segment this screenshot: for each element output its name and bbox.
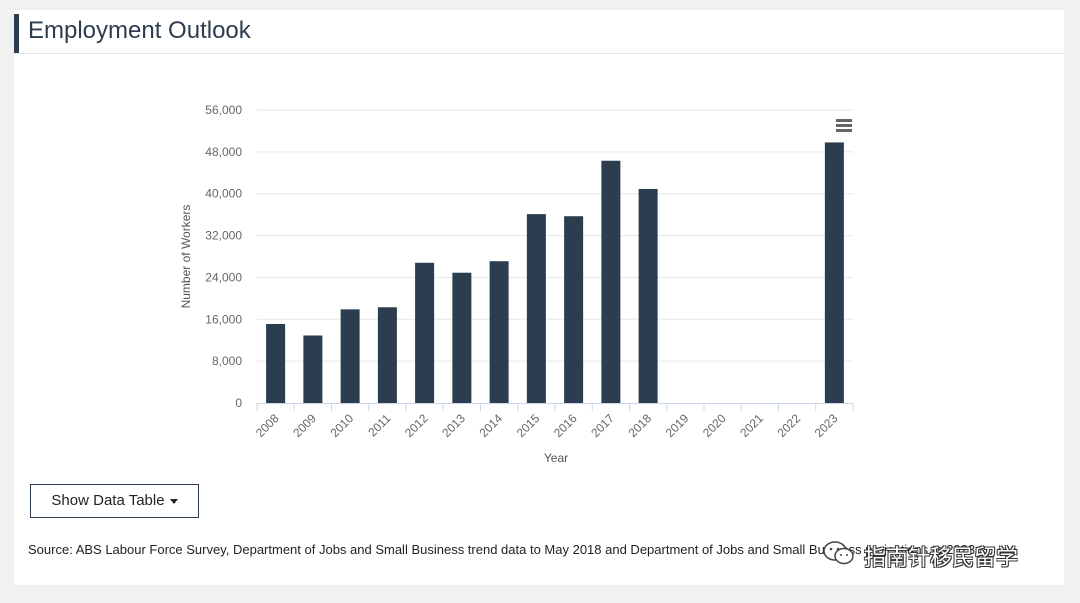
- x-tick-label: 2016: [551, 411, 580, 440]
- bar: [601, 160, 621, 403]
- show-data-table-button[interactable]: Show Data Table: [30, 484, 199, 518]
- bar: [489, 261, 509, 403]
- bar: [452, 272, 472, 403]
- y-tick-label: 0: [235, 396, 242, 410]
- bar: [824, 142, 844, 404]
- x-tick-label: 2021: [737, 411, 766, 440]
- x-tick-label: 2010: [327, 411, 356, 440]
- caret-down-icon: [169, 498, 178, 504]
- x-tick-label: 2020: [700, 411, 729, 440]
- bar-chart: 0 8,000 16,000 24,000 32,000 40,000 48,000 56,0…: [179, 103, 854, 465]
- page-title: Employment Outlook: [28, 17, 251, 44]
- header-accent-bar: [14, 14, 19, 53]
- y-tick-label: 32,000: [205, 229, 242, 243]
- bar: [340, 309, 360, 403]
- y-tick-label: 24,000: [205, 270, 242, 284]
- watermark: 指南针移民留学: [822, 538, 1052, 570]
- hamburger-menu-icon[interactable]: [836, 119, 852, 133]
- y-tick-label: 40,000: [205, 187, 242, 201]
- y-tick-label: 8,000: [212, 354, 242, 368]
- bar: [415, 262, 435, 403]
- x-tick-label: 2013: [439, 411, 468, 440]
- bar: [303, 335, 323, 403]
- x-tick-label: 2017: [588, 411, 617, 440]
- bar: [564, 216, 584, 403]
- bar: [638, 189, 658, 403]
- x-tick-label: 2008: [253, 411, 282, 440]
- x-tick-label: 2012: [402, 411, 431, 440]
- x-tick-label: 2011: [365, 411, 393, 439]
- x-tick-label: 2014: [476, 411, 505, 440]
- x-tick-label: 2023: [812, 411, 841, 440]
- panel-header: Employment Outlook: [14, 10, 1064, 54]
- x-tick-label: 2015: [514, 411, 543, 440]
- x-tick-label: 2009: [290, 411, 319, 440]
- bar: [526, 214, 546, 403]
- chat-logo-icon: [823, 541, 854, 565]
- y-axis-title: Number of Workers: [179, 205, 193, 309]
- y-tick-label: 56,000: [205, 103, 242, 117]
- source-note: Source: ABS Labour Force Survey, Departm…: [28, 542, 979, 557]
- bar: [266, 323, 286, 403]
- x-axis-title: Year: [544, 451, 568, 465]
- watermark-text: 指南针移民留学: [864, 545, 1019, 570]
- y-tick-label: 16,000: [205, 312, 242, 326]
- bar: [377, 307, 397, 403]
- chart-panel: Employment Outlook 0 8,000 16,000 24,000 32,…: [14, 10, 1064, 585]
- y-tick-label: 48,000: [205, 145, 242, 159]
- x-tick-label: 2022: [774, 411, 803, 440]
- x-tick-label: 2018: [625, 411, 654, 440]
- show-data-table-label: Show Data Table: [51, 492, 165, 509]
- x-tick-label: 2019: [663, 411, 692, 440]
